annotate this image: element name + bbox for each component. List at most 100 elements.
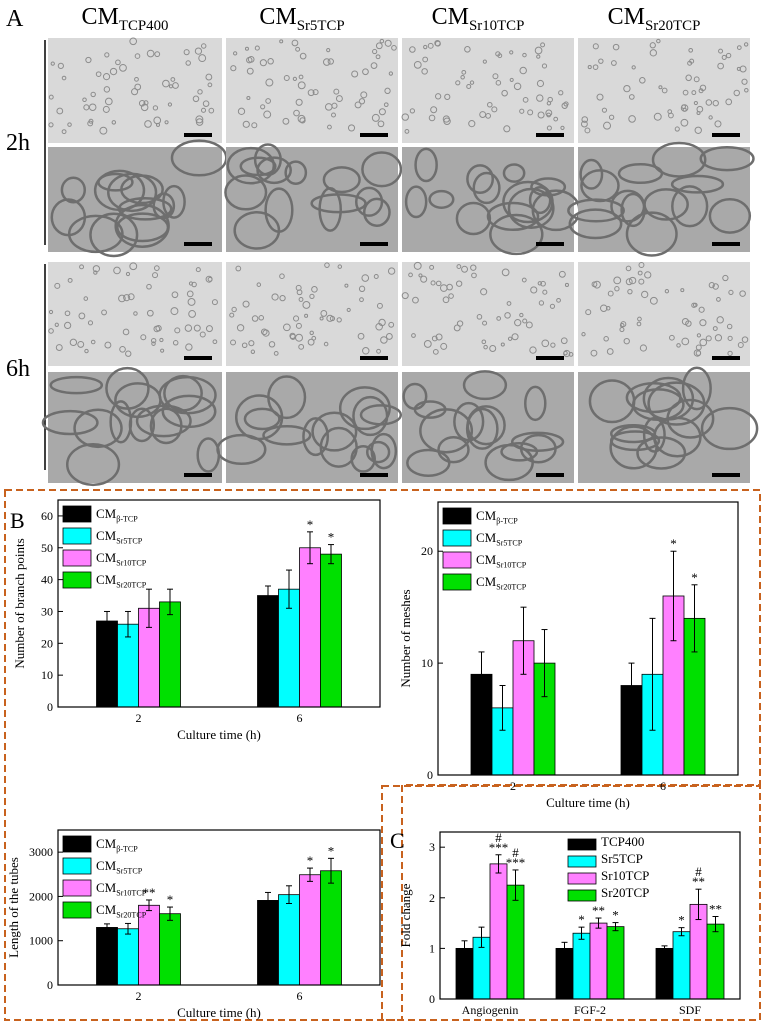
legend-label-main: CM: [476, 508, 497, 523]
cell: [378, 318, 386, 327]
error-bar: [286, 569, 292, 609]
cell: [273, 350, 279, 356]
cell: [680, 118, 689, 127]
cell: [251, 122, 258, 129]
cell: [619, 322, 625, 328]
tube-loop: [73, 408, 123, 449]
column-header-sub: TCP400: [119, 18, 169, 34]
significance-mark: #: [695, 864, 702, 879]
cell: [298, 343, 305, 350]
legend-label-main: CM: [96, 528, 117, 543]
cell: [295, 322, 302, 329]
cell: [556, 297, 561, 303]
cell: [104, 341, 112, 349]
cell: [429, 264, 435, 270]
cell: [592, 43, 599, 50]
cell: [192, 95, 200, 103]
cell: [88, 118, 94, 124]
cell: [514, 319, 522, 327]
cell: [699, 84, 707, 92]
error-bar: [649, 617, 656, 731]
bar: [555, 947, 574, 1000]
x-axis-title: Culture time (h): [177, 727, 261, 742]
cell: [384, 87, 391, 95]
error-bar: [146, 588, 152, 628]
row-label: 6h: [6, 356, 30, 382]
cell: [164, 120, 169, 125]
cell: [676, 343, 681, 348]
cell: [93, 270, 98, 275]
error-bar: [307, 531, 313, 565]
cell: [612, 43, 620, 51]
cell: [326, 314, 334, 322]
cell: [725, 52, 732, 59]
column-header-main: CM: [608, 4, 645, 30]
x-tick-label: 6: [297, 989, 303, 1003]
cell: [298, 297, 304, 302]
cell: [549, 303, 556, 309]
cell: [598, 58, 604, 64]
cell: [188, 281, 194, 286]
cell: [606, 348, 614, 355]
cell: [376, 348, 381, 354]
cell: [83, 296, 89, 301]
micrograph: [578, 262, 750, 366]
legend-label-main: CM: [476, 552, 497, 567]
scale-bar: [360, 242, 388, 246]
cell: [413, 60, 422, 69]
cell: [384, 39, 392, 47]
cell: [460, 74, 465, 80]
legend-label: CMSr5TCP: [96, 528, 143, 545]
cell: [351, 70, 359, 78]
cell: [580, 120, 588, 128]
micrograph-bg: [402, 147, 574, 252]
tube-loop: [93, 169, 146, 212]
cell: [656, 38, 661, 44]
cell: [476, 314, 483, 320]
error-bar: [104, 923, 110, 932]
cell: [202, 100, 210, 107]
cell: [546, 101, 552, 106]
cell: [623, 337, 630, 345]
tube-loop: [352, 395, 389, 437]
cell: [546, 125, 552, 131]
cell: [256, 282, 262, 287]
significance-mark: *: [612, 908, 619, 923]
cell: [92, 265, 101, 273]
micrograph: [48, 37, 222, 143]
cell: [479, 111, 487, 118]
bar: [572, 932, 591, 1000]
cell: [695, 350, 702, 356]
scale-bar: [360, 473, 388, 477]
legend-label: CMSr20TCP: [96, 572, 147, 589]
cell: [482, 59, 487, 64]
error-bar: [695, 888, 702, 921]
tube-loop: [319, 426, 358, 468]
tube-loop: [466, 164, 495, 194]
y-tick-label: 3: [429, 840, 435, 854]
cell: [428, 114, 436, 122]
cell: [337, 264, 343, 269]
cell: [326, 48, 331, 53]
bar: [589, 922, 608, 1000]
cell: [267, 58, 274, 65]
cell: [529, 346, 537, 354]
tube-loop: [414, 147, 438, 183]
cell: [159, 337, 164, 343]
cell: [260, 328, 268, 336]
cell: [471, 272, 477, 279]
cell: [388, 71, 394, 76]
cell: [129, 262, 138, 271]
cell: [631, 65, 636, 70]
cell: [568, 352, 574, 357]
column-header: CMTCP400: [82, 4, 169, 34]
legend-label: CMβ-TCP: [96, 506, 138, 523]
x-tick-label: 6: [297, 711, 303, 725]
cell: [470, 264, 477, 271]
cell: [200, 107, 207, 113]
tube-loop: [359, 404, 403, 426]
legend-label: CMSr5TCP: [96, 858, 143, 875]
cell: [282, 117, 290, 125]
cell: [558, 90, 564, 96]
